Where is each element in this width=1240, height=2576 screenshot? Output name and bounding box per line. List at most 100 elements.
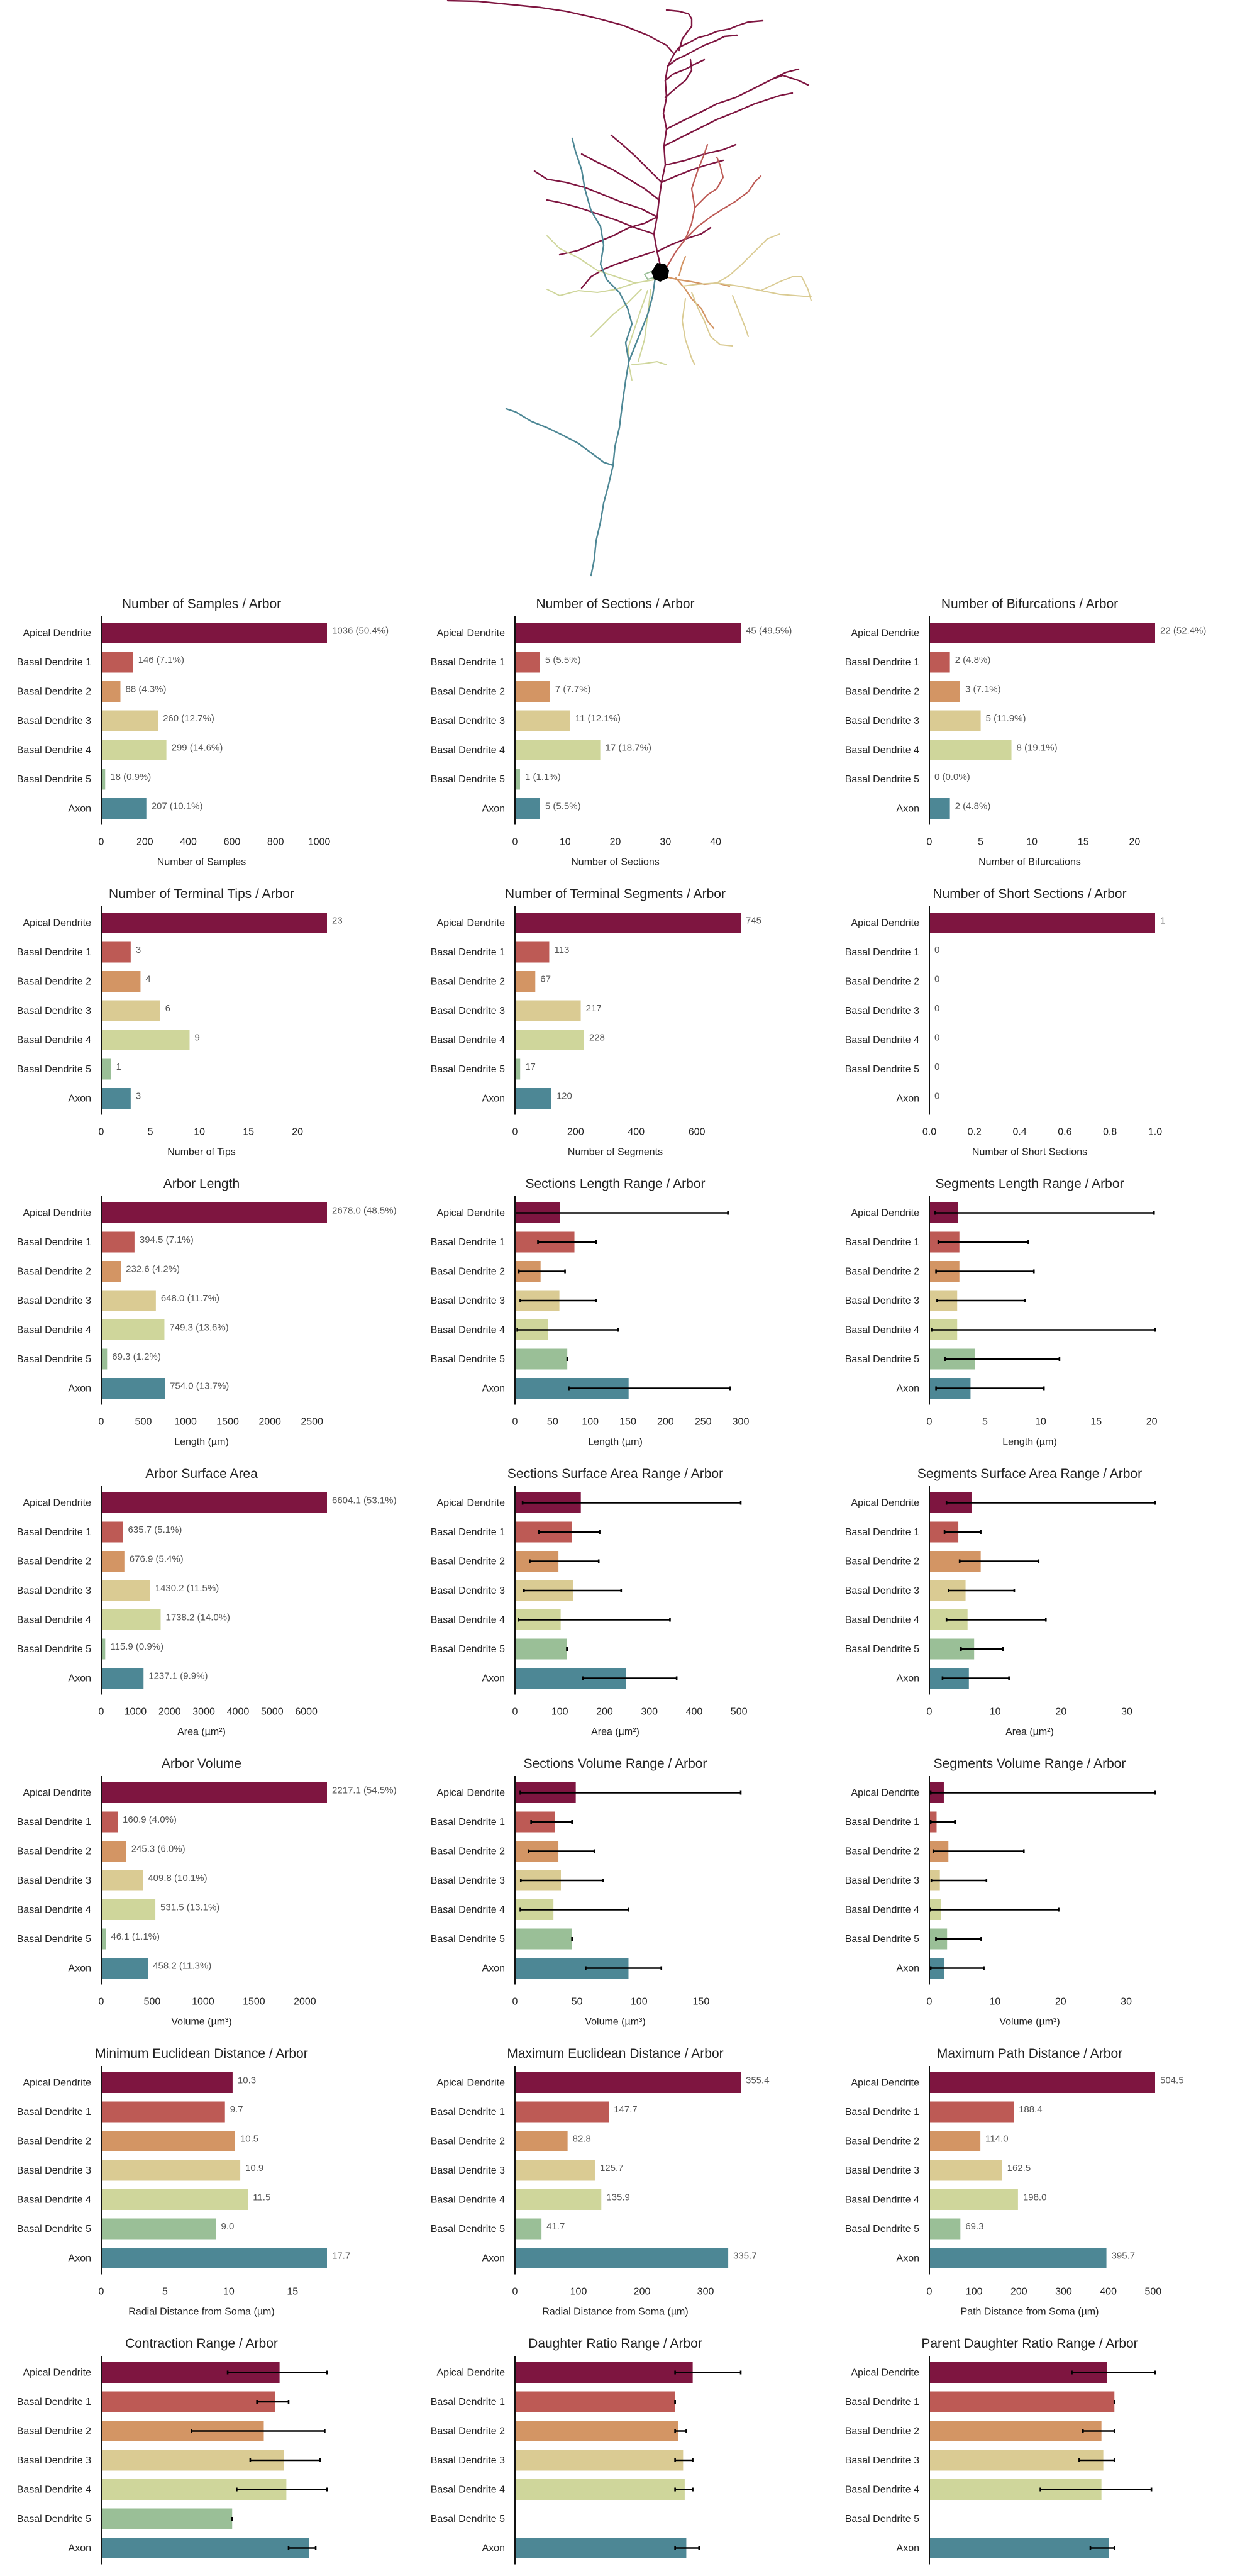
category-label: Basal Dendrite 2 bbox=[845, 1846, 919, 1857]
value-label: 10.5 bbox=[240, 2134, 258, 2145]
value-label: 749.3 (13.6%) bbox=[169, 1323, 228, 1333]
value-label: 0 (0.0%) bbox=[934, 772, 970, 782]
category-label: Apical Dendrite bbox=[851, 1208, 920, 1219]
value-label: 2 (4.8%) bbox=[955, 655, 991, 665]
value-label: 232.6 (4.2%) bbox=[126, 1264, 180, 1275]
x-tick-label: 0 bbox=[99, 837, 104, 848]
x-axis-label: Length (µm) bbox=[588, 1437, 643, 1448]
chart-arbor-volume: Arbor Volume Apical Dendrite 2217.1 (54.5%… bbox=[17, 1757, 397, 2028]
bar-basal-dendrite-3 bbox=[515, 2450, 684, 2471]
category-label: Basal Dendrite 3 bbox=[845, 1296, 919, 1306]
bar-basal-dendrite-3 bbox=[101, 1290, 156, 1311]
chart-title: Daughter Ratio Range / Arbor bbox=[528, 2336, 702, 2351]
category-label: Basal Dendrite 1 bbox=[17, 947, 91, 958]
category-label: Basal Dendrite 2 bbox=[431, 1267, 505, 1277]
x-axis-label: Number of Samples bbox=[157, 857, 246, 868]
value-label: 147.7 bbox=[614, 2104, 638, 2115]
category-label: Basal Dendrite 3 bbox=[845, 2165, 919, 2176]
value-label: 5 (5.5%) bbox=[545, 655, 581, 665]
category-label: Apical Dendrite bbox=[23, 918, 92, 929]
category-label: Basal Dendrite 4 bbox=[845, 745, 919, 756]
category-label: Apical Dendrite bbox=[437, 1498, 506, 1509]
bar-basal-dendrite-1 bbox=[101, 1231, 135, 1253]
category-label: Basal Dendrite 3 bbox=[431, 716, 505, 726]
x-tick-label: 400 bbox=[628, 1127, 645, 1138]
x-tick-label: 500 bbox=[1144, 2287, 1161, 2297]
bar-basal-dendrite-3 bbox=[929, 2160, 1002, 2181]
category-label: Apical Dendrite bbox=[851, 1498, 920, 1509]
value-label: 409.8 (10.1%) bbox=[148, 1873, 207, 1884]
value-label: 7 (7.7%) bbox=[555, 684, 591, 695]
value-label: 1 bbox=[1160, 916, 1165, 926]
value-label: 88 (4.3%) bbox=[125, 684, 166, 695]
value-label: 125.7 bbox=[600, 2163, 624, 2174]
bar-basal-dendrite-2 bbox=[929, 2131, 981, 2151]
x-tick-label: 5 bbox=[148, 1127, 153, 1138]
category-label: Apical Dendrite bbox=[437, 628, 506, 639]
chart-title: Arbor Length bbox=[163, 1177, 240, 1191]
value-label: 69.3 (1.2%) bbox=[112, 1352, 161, 1362]
category-label: Basal Dendrite 3 bbox=[845, 716, 919, 726]
category-label: Axon bbox=[69, 1963, 91, 1974]
bar-apical-dendrite bbox=[515, 913, 741, 933]
bar-axon bbox=[101, 1088, 131, 1109]
value-label: 0 bbox=[934, 1003, 939, 1014]
category-label: Basal Dendrite 5 bbox=[431, 1064, 505, 1075]
category-label: Basal Dendrite 3 bbox=[845, 1006, 919, 1016]
value-label: 0 bbox=[934, 1091, 939, 1102]
x-tick-label: 3000 bbox=[192, 1707, 215, 1718]
value-label: 5 (5.5%) bbox=[545, 801, 581, 812]
category-label: Basal Dendrite 5 bbox=[17, 774, 91, 785]
bar-basal-dendrite-5 bbox=[515, 1638, 567, 1660]
chart-max-path-distance: Maximum Path Distance / Arbor Apical Dend… bbox=[845, 2046, 1184, 2318]
bar-axon bbox=[101, 1668, 144, 1689]
bar-basal-dendrite-4 bbox=[101, 740, 167, 760]
x-tick-label: 10 bbox=[989, 1997, 1000, 2007]
bar-axon bbox=[515, 2248, 729, 2268]
category-label: Basal Dendrite 2 bbox=[431, 2136, 505, 2147]
value-label: 10.9 bbox=[245, 2163, 263, 2174]
value-label: 207 (10.1%) bbox=[152, 801, 203, 812]
category-label: Axon bbox=[69, 2253, 91, 2264]
category-label: Axon bbox=[482, 1674, 505, 1684]
value-label: 120 bbox=[556, 1091, 572, 1102]
value-label: 754.0 (13.7%) bbox=[170, 1381, 229, 1392]
chart-min-euclidean-distance: Minimum Euclidean Distance / Arbor Apical… bbox=[17, 2046, 351, 2318]
category-label: Basal Dendrite 1 bbox=[845, 1817, 919, 1828]
x-axis-label: Length (µm) bbox=[174, 1437, 229, 1448]
x-axis-label: Number of Tips bbox=[167, 1147, 235, 1158]
x-tick-label: 30 bbox=[660, 837, 671, 848]
bar-basal-dendrite-3 bbox=[929, 2450, 1104, 2471]
bar-basal-dendrite-1 bbox=[929, 2101, 1014, 2123]
bar-basal-dendrite-4 bbox=[101, 2189, 248, 2210]
category-label: Basal Dendrite 5 bbox=[17, 2224, 91, 2235]
category-label: Basal Dendrite 5 bbox=[845, 1934, 919, 1945]
x-tick-label: 500 bbox=[144, 1997, 161, 2007]
category-label: Basal Dendrite 1 bbox=[845, 947, 919, 958]
x-tick-label: 1000 bbox=[192, 1997, 214, 2007]
x-tick-label: 15 bbox=[287, 2287, 298, 2297]
bar-axon bbox=[929, 2538, 1109, 2558]
category-label: Axon bbox=[482, 2543, 505, 2554]
x-tick-label: 0.4 bbox=[1012, 1127, 1026, 1138]
x-tick-label: 10 bbox=[990, 1707, 1001, 1718]
value-label: 11 (12.1%) bbox=[575, 713, 621, 724]
value-label: 335.7 bbox=[733, 2251, 757, 2262]
x-tick-label: 15 bbox=[1090, 1417, 1102, 1428]
category-label: Basal Dendrite 5 bbox=[17, 2514, 91, 2524]
bar-axon bbox=[515, 2538, 687, 2558]
category-label: Axon bbox=[482, 2253, 505, 2264]
bar-basal-dendrite-4 bbox=[101, 1319, 165, 1340]
bar-basal-dendrite-1 bbox=[101, 2391, 275, 2412]
category-label: Apical Dendrite bbox=[23, 2368, 92, 2379]
value-label: 2 (4.8%) bbox=[955, 801, 991, 812]
x-tick-label: 1500 bbox=[216, 1417, 239, 1428]
x-tick-label: 20 bbox=[1129, 837, 1140, 848]
value-label: 23 bbox=[332, 916, 343, 926]
category-label: Basal Dendrite 4 bbox=[17, 745, 91, 756]
value-label: 41.7 bbox=[546, 2221, 565, 2232]
x-tick-label: 0 bbox=[99, 1127, 104, 1138]
x-tick-label: 2000 bbox=[294, 1997, 316, 2007]
x-tick-label: 30 bbox=[1121, 1997, 1132, 2007]
x-tick-label: 0.0 bbox=[922, 1127, 936, 1138]
